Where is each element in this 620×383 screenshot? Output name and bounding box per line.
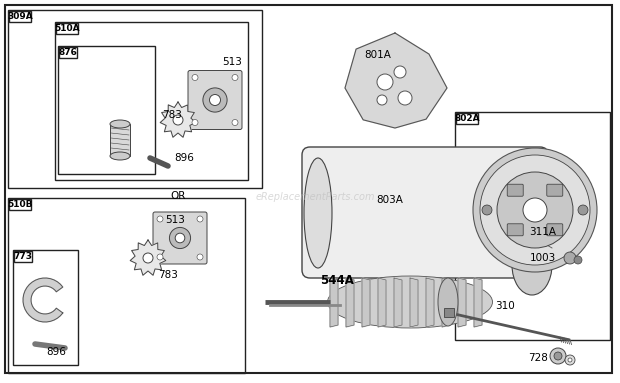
Ellipse shape: [304, 158, 332, 268]
Polygon shape: [130, 240, 166, 275]
Polygon shape: [160, 102, 196, 137]
Text: 510A: 510A: [54, 24, 80, 33]
Bar: [55, 22, 248, 180]
Bar: [9, 199, 31, 210]
Polygon shape: [458, 278, 466, 327]
Text: 311A: 311A: [529, 227, 557, 237]
Circle shape: [143, 253, 153, 263]
Ellipse shape: [110, 152, 130, 160]
Text: 1003: 1003: [530, 253, 556, 263]
Circle shape: [377, 74, 393, 90]
Bar: [8, 198, 245, 373]
Circle shape: [157, 254, 163, 260]
Bar: [456, 113, 478, 124]
Ellipse shape: [110, 120, 130, 128]
Polygon shape: [410, 278, 418, 327]
Circle shape: [574, 256, 582, 264]
Circle shape: [232, 75, 238, 80]
Text: 783: 783: [158, 270, 178, 280]
Ellipse shape: [438, 278, 458, 326]
Text: 513: 513: [165, 215, 185, 225]
Circle shape: [554, 352, 562, 360]
Bar: [8, 10, 262, 188]
Circle shape: [398, 91, 412, 105]
Bar: [444, 308, 454, 317]
Polygon shape: [474, 278, 482, 327]
Ellipse shape: [518, 158, 546, 268]
Circle shape: [173, 115, 183, 125]
Text: 801A: 801A: [365, 50, 391, 60]
Polygon shape: [345, 33, 447, 128]
Text: 513: 513: [222, 57, 242, 67]
Polygon shape: [23, 278, 63, 322]
Text: eReplacementParts.com: eReplacementParts.com: [255, 192, 374, 202]
FancyBboxPatch shape: [153, 212, 207, 264]
Circle shape: [157, 216, 163, 222]
Circle shape: [473, 148, 597, 272]
Circle shape: [169, 228, 190, 249]
Polygon shape: [378, 278, 386, 327]
Circle shape: [497, 172, 573, 248]
Circle shape: [175, 233, 185, 243]
Circle shape: [578, 205, 588, 215]
Circle shape: [377, 95, 387, 105]
Bar: [110, 124, 130, 156]
Text: 773: 773: [13, 252, 32, 261]
FancyBboxPatch shape: [547, 184, 563, 196]
Circle shape: [192, 119, 198, 126]
Text: 310: 310: [495, 301, 515, 311]
Bar: [455, 112, 610, 340]
Circle shape: [232, 119, 238, 126]
Bar: [56, 23, 78, 34]
Circle shape: [564, 252, 576, 264]
Polygon shape: [330, 278, 338, 327]
FancyBboxPatch shape: [507, 224, 523, 236]
Bar: [13, 250, 78, 365]
Polygon shape: [362, 278, 370, 327]
Text: 803A: 803A: [376, 195, 404, 205]
Ellipse shape: [512, 235, 552, 295]
Circle shape: [197, 254, 203, 260]
Circle shape: [550, 348, 566, 364]
Text: 896: 896: [174, 153, 194, 163]
Circle shape: [568, 358, 572, 362]
Circle shape: [565, 355, 575, 365]
Text: 728: 728: [528, 353, 548, 363]
Text: 544A: 544A: [320, 273, 354, 286]
Polygon shape: [394, 278, 402, 327]
Text: 510B: 510B: [7, 200, 33, 209]
FancyBboxPatch shape: [547, 224, 563, 236]
Circle shape: [482, 205, 492, 215]
Ellipse shape: [327, 276, 492, 328]
Bar: [59, 47, 76, 58]
Polygon shape: [346, 278, 354, 327]
FancyBboxPatch shape: [507, 184, 523, 196]
FancyBboxPatch shape: [188, 70, 242, 129]
Text: 876: 876: [58, 48, 77, 57]
Circle shape: [203, 88, 227, 112]
Text: OR: OR: [170, 191, 185, 201]
Circle shape: [394, 66, 406, 78]
Polygon shape: [426, 278, 434, 327]
Circle shape: [523, 198, 547, 222]
Bar: [9, 11, 31, 22]
Text: 802A: 802A: [454, 114, 480, 123]
Bar: [14, 251, 32, 262]
Bar: [58, 46, 155, 174]
Circle shape: [480, 155, 590, 265]
Text: 896: 896: [46, 347, 66, 357]
Text: 783: 783: [162, 110, 182, 120]
Circle shape: [210, 95, 221, 105]
Circle shape: [192, 75, 198, 80]
Text: 309A: 309A: [7, 12, 33, 21]
FancyBboxPatch shape: [302, 147, 548, 278]
Circle shape: [197, 216, 203, 222]
Polygon shape: [442, 278, 450, 327]
